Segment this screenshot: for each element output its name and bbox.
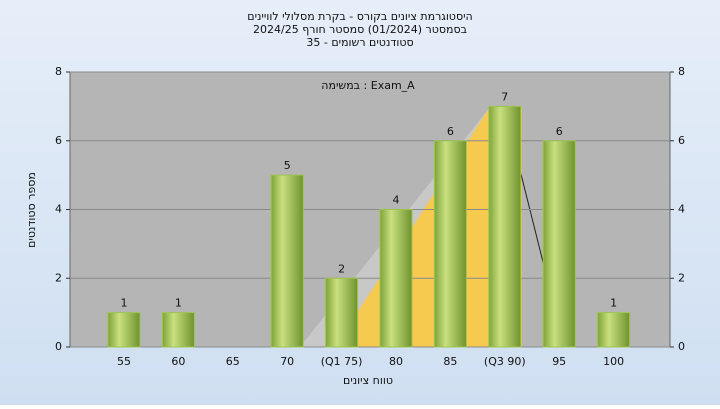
- y-tick-label: 2: [55, 271, 62, 284]
- value-label: 6: [447, 125, 454, 138]
- chart-subtitle: סטודנטים רשומים - 35: [306, 36, 413, 49]
- bar: [542, 140, 576, 348]
- x-tick-label: 100: [603, 355, 624, 368]
- y-tick-label: 6: [678, 134, 685, 147]
- annotation: במשימה : Exam_A: [321, 79, 415, 92]
- value-label: 4: [393, 194, 400, 207]
- value-label: 1: [121, 297, 128, 310]
- x-tick-label: 65: [226, 355, 240, 368]
- x-tick-label: 55: [117, 355, 131, 368]
- bar: [107, 312, 141, 348]
- chart-subtitle: בסמסטר (01/2024) סמסטר חורף 2024/25: [253, 23, 467, 36]
- bar: [379, 209, 413, 348]
- x-tick-label: 85: [443, 355, 457, 368]
- x-tick-label: 95: [552, 355, 566, 368]
- value-label: 1: [175, 297, 182, 310]
- y-tick-label: 0: [55, 340, 62, 353]
- x-tick-label: 80: [389, 355, 403, 368]
- chart-title: היסטוגרמת ציונים בקורס - בקרת מסלולי לוו…: [247, 10, 472, 23]
- value-label: 2: [338, 262, 345, 275]
- y-axis-label: מספר סטודנטים: [25, 172, 38, 248]
- y-tick-label: 8: [678, 65, 685, 78]
- y-tick-label: 4: [55, 203, 62, 216]
- x-tick-label: 70: [280, 355, 294, 368]
- x-tick-label: 60: [171, 355, 185, 368]
- quartile-line: [519, 169, 546, 271]
- y-tick-label: 0: [678, 340, 685, 353]
- bar: [270, 174, 304, 348]
- y-tick-label: 6: [55, 134, 62, 147]
- bar: [161, 312, 195, 348]
- y-tick-label: 4: [678, 203, 685, 216]
- bar: [325, 277, 359, 348]
- bar: [597, 312, 631, 348]
- value-label: 6: [556, 125, 563, 138]
- value-label: 1: [610, 297, 617, 310]
- x-tick-label: (Q3 90): [484, 355, 526, 368]
- x-tick-label: (Q1 75): [321, 355, 363, 368]
- bar: [488, 105, 522, 348]
- y-tick-label: 2: [678, 271, 685, 284]
- x-axis-label: טווח ציונים: [343, 374, 393, 387]
- bar: [433, 140, 467, 348]
- value-label: 5: [284, 159, 291, 172]
- y-tick-label: 8: [55, 65, 62, 78]
- value-label: 7: [501, 90, 508, 103]
